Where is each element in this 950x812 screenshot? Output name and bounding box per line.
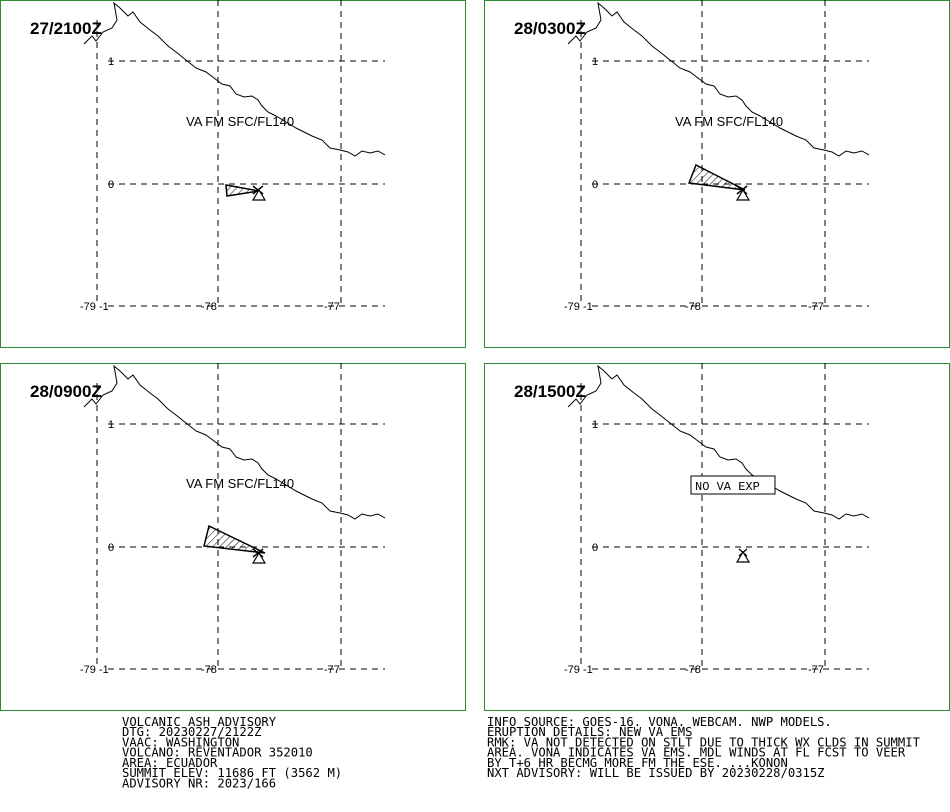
coastline	[83, 364, 386, 520]
ash-cloud-polygon	[225, 184, 260, 197]
lat-label: 1	[592, 56, 598, 68]
panel-time-label: 28/0300Z	[514, 19, 586, 38]
advisory-line: INFO SOURCE: GOES-16. VONA. WEBCAM. NWP …	[487, 715, 832, 729]
graticule	[96, 0, 385, 307]
panel-border	[484, 0, 950, 348]
lon-label: -77	[324, 301, 340, 313]
ash-cloud-polygon	[687, 163, 746, 191]
lon-label: -77	[808, 301, 824, 313]
advisory-line: SUMMIT ELEV: 11686 FT (3562 M)	[122, 766, 342, 780]
lat-label: 1	[108, 419, 114, 431]
panel-border	[484, 363, 950, 711]
coastline	[567, 364, 870, 520]
lat-label: -1	[99, 301, 109, 313]
no-va-label: NO VA EXP	[695, 480, 760, 494]
advisory-line: VOLCANO: REVENTADOR 352010	[122, 746, 313, 760]
volcano-triangle-icon	[735, 548, 751, 563]
volcano-triangle-icon	[251, 548, 267, 564]
lon-label: -78	[201, 664, 217, 676]
lat-label: 0	[108, 542, 114, 554]
ash-cloud-polygon	[203, 524, 266, 554]
forecast-panel-1: 27/2100Z 1 0 -1 -79 -78 -77 VA FM SFC/FL…	[0, 0, 466, 348]
advisory-line: ERUPTION DETAILS: NEW VA EMS	[487, 725, 692, 739]
panel-border	[0, 363, 466, 711]
va-extent-label: VA FM SFC/FL140	[186, 114, 294, 129]
panel-border	[0, 0, 466, 348]
forecast-panel-3: 28/0900Z 1 0 -1 -79 -78 -77 VA FM SFC/FL…	[0, 363, 466, 711]
advisory-line: VOLCANIC ASH ADVISORY	[122, 715, 277, 729]
volcano-triangle-icon	[735, 185, 751, 201]
advisory-line: RMK: VA NOT DETECTED ON STLT DUE TO THIC…	[487, 736, 921, 750]
forecast-panel-4: 28/1500Z 1 0 -1 -79 -78 -77 NO VA EXP	[484, 363, 950, 711]
graticule	[580, 0, 869, 307]
lat-label: 0	[108, 179, 114, 191]
coastline	[567, 1, 870, 157]
lat-label: 0	[592, 542, 598, 554]
panel-time-label: 28/0900Z	[30, 382, 102, 401]
lon-label: -77	[808, 664, 824, 676]
lon-label: -78	[685, 664, 701, 676]
lon-label: -79	[80, 301, 96, 313]
lon-label: -78	[685, 301, 701, 313]
panel-time-label: 28/1500Z	[514, 382, 586, 401]
advisory-line: AREA: ECUADOR	[122, 756, 218, 770]
va-extent-label: VA FM SFC/FL140	[675, 114, 783, 129]
volcano-triangle-icon	[251, 185, 267, 201]
advisory-line: AREA. VONA INDICATES VA EMS. MDL WINDS A…	[487, 746, 906, 760]
graticule	[580, 363, 869, 670]
advisory-line: ADVISORY NR: 2023/166	[122, 777, 276, 791]
forecast-panel-2: 28/0300Z 1 0 -1 -79 -78 -77 VA FM SFC/FL…	[484, 0, 950, 348]
lat-label: -1	[583, 664, 593, 676]
lon-label: -79	[80, 664, 96, 676]
lat-label: -1	[583, 301, 593, 313]
lon-label: -77	[324, 664, 340, 676]
lat-label: 0	[592, 179, 598, 191]
lat-label: 1	[592, 419, 598, 431]
advisory-line: DTG: 20230227/2122Z	[122, 725, 261, 739]
no-va-box	[690, 475, 776, 495]
coastline	[83, 1, 386, 157]
lon-label: -79	[564, 301, 580, 313]
advisory-text-right: INFO SOURCE: GOES-16. VONA. WEBCAM. NWP …	[487, 715, 921, 780]
panel-time-label: 27/2100Z	[30, 19, 102, 38]
lon-label: -78	[201, 301, 217, 313]
lat-label: -1	[99, 664, 109, 676]
advisory-line: NXT ADVISORY: WILL BE ISSUED BY 20230228…	[487, 766, 825, 780]
lon-label: -79	[564, 664, 580, 676]
lat-label: 1	[108, 56, 114, 68]
va-extent-label: VA FM SFC/FL140	[186, 476, 294, 491]
advisory-text-left: VOLCANIC ASH ADVISORY DTG: 20230227/2122…	[122, 715, 342, 791]
advisory-line: BY T+6 HR BECMG MORE FM THE ESE. ...KONO…	[487, 756, 788, 770]
graticule	[96, 363, 385, 670]
advisory-line: VAAC: WASHINGTON	[122, 736, 239, 750]
